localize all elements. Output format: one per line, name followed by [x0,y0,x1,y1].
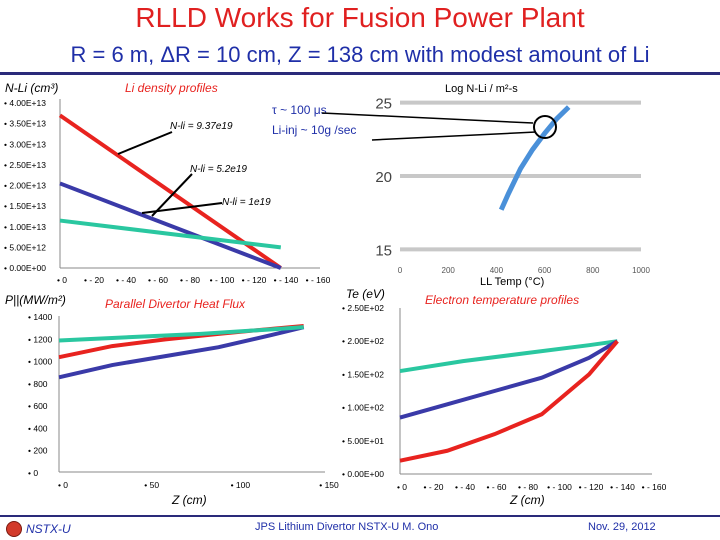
heat-flux-x-tick: • 0 [58,480,68,490]
log-nli-highlight-circle [533,115,557,139]
li-density-y-tick: • 3.00E+13 [4,139,46,149]
footer-date: Nov. 29, 2012 [588,521,656,533]
heat-flux-y-tick: • 0 [28,468,38,478]
li-density-title: Li density profiles [125,81,218,95]
electron-temp-xlabel: Z (cm) [509,493,545,507]
heat-flux-x-tick: • 100 [231,480,251,490]
heat-flux-y-tick: • 1400 [28,312,53,322]
page-subtitle: R = 6 m, ΔR = 10 cm, Z = 138 cm with mod… [70,42,650,67]
li-density-y-tick: • 5.00E+12 [4,242,46,252]
li-density-ylabel: N-Li (cm³) [5,81,58,95]
log-nli-xlabel: LL Temp (°C) [480,276,544,288]
li-density-arrow-2 [151,173,193,217]
electron-temp-y-tick: • 2.50E+02 [342,303,384,313]
heat-flux-y-tick: • 600 [28,401,48,411]
li-density-arrow-3 [141,202,223,214]
li-density-x-tick: • - 80 [180,275,200,285]
li-density-x-tick: • 0 [57,275,67,285]
log-nli-title: Log N-Li / m²-s [445,83,518,95]
electron-temp-series-red [399,339,619,463]
electron-temp-y-tick: • 0.00E+00 [342,469,384,479]
li-density-y-tick: • 4.00E+13 [4,98,46,108]
electron-temp-series-blue [399,339,619,420]
electron-temp-x-tick: • - 80 [518,482,538,492]
li-density-y-tick: • 1.00E+13 [4,222,46,232]
electron-temp-y-tick: • 1.00E+02 [342,403,384,413]
li-density-x-tick: • - 60 [148,275,168,285]
heat-flux-y-tick: • 800 [28,379,48,389]
electron-temp-series-teal [399,339,618,374]
page-title: RLLD Works for Fusion Power Plant [135,2,585,33]
log-nli-arrow-upper [321,112,534,124]
log-nli-x-tick: 800 [586,266,600,275]
li-density-annotation-2: N-li = 5.2e19 [190,164,247,175]
nstx-logo-icon [6,521,22,537]
heat-flux-y-tick: • 1200 [28,334,53,344]
heat-flux-y-tick: • 1000 [28,357,53,367]
log-nli-y-tick: 15 [375,242,392,259]
electron-temp-x-tick: • 0 [397,482,407,492]
li-density-annotation-3: N-li = 1e19 [222,197,271,208]
li-density-y-tick: • 1.50E+13 [4,201,46,211]
electron-temp-x-tick: • - 100 [547,482,572,492]
log-nli-y-tick: 20 [375,169,392,186]
electron-temp-x-tick: • - 40 [455,482,475,492]
heat-flux-title: Parallel Divertor Heat Flux [105,297,246,311]
electron-temp-y-tick: • 5.00E+01 [342,436,384,446]
log-nli-y-tick: 25 [375,96,392,113]
li-density-x-tick: • - 120 [242,275,267,285]
heat-flux-x-tick: • 50 [144,480,159,490]
li-density-y-tick: • 2.00E+13 [4,181,46,191]
log-nli-x-tick: 200 [442,266,456,275]
heat-flux-y-tick: • 200 [28,446,48,456]
li-density-y-tick: • 3.50E+13 [4,119,46,129]
heat-flux-y-tick: • 400 [28,423,48,433]
log-nli-arrow-lower [371,131,537,141]
heat-flux-series-blue [58,325,305,380]
electron-temp-x-tick: • - 20 [424,482,444,492]
header-divider [0,72,720,75]
electron-temp-x-tick: • - 120 [579,482,604,492]
heat-flux-xlabel: Z (cm) [171,493,207,507]
li-density-y-tick: • 0.00E+00 [4,263,46,273]
log-nli-x-tick: 1000 [632,266,650,275]
log-nli-x-tick: 400 [490,266,504,275]
heat-flux-series-teal [58,325,304,343]
li-density-x-tick: • - 20 [84,275,104,285]
li-density-series-blue [59,181,282,270]
footer-logo-text: NSTX-U [26,522,71,536]
heat-flux-ylabel: P||(MW/m²) [5,293,66,307]
log-nli-x-tick: 600 [538,266,552,275]
log-nli-annotation-tau: τ ~ 100 μs [272,103,327,117]
footer-divider [0,515,720,517]
electron-temp-x-tick: • - 160 [642,482,667,492]
heat-flux-x-tick: • 150 [319,480,339,490]
li-density-x-tick: • - 140 [274,275,299,285]
electron-temp-title: Electron temperature profiles [425,293,579,307]
electron-temp-y-tick: • 2.00E+02 [342,336,384,346]
log-nli-x-tick: 0 [398,266,403,275]
electron-temp-x-tick: • - 60 [487,482,507,492]
li-density-series-teal [59,218,282,250]
electron-temp-ylabel: Te (eV) [346,287,385,301]
footer-center-text: JPS Lithium Divertor NSTX-U M. Ono [255,521,439,533]
electron-temp-x-tick: • - 140 [610,482,635,492]
li-density-x-tick: • - 40 [116,275,136,285]
li-density-x-tick: • - 160 [306,275,331,285]
footer-logo: NSTX-U [6,521,71,537]
li-density-y-tick: • 2.50E+13 [4,160,46,170]
li-density-annotation-1: N-li = 9.37e19 [170,121,233,132]
log-nli-annotation-li-inj: Li-inj ~ 10g /sec [272,123,356,137]
log-nli-series [498,105,571,211]
electron-temp-y-tick: • 1.50E+02 [342,369,384,379]
li-density-arrow-1 [117,131,173,155]
li-density-x-tick: • - 100 [210,275,235,285]
